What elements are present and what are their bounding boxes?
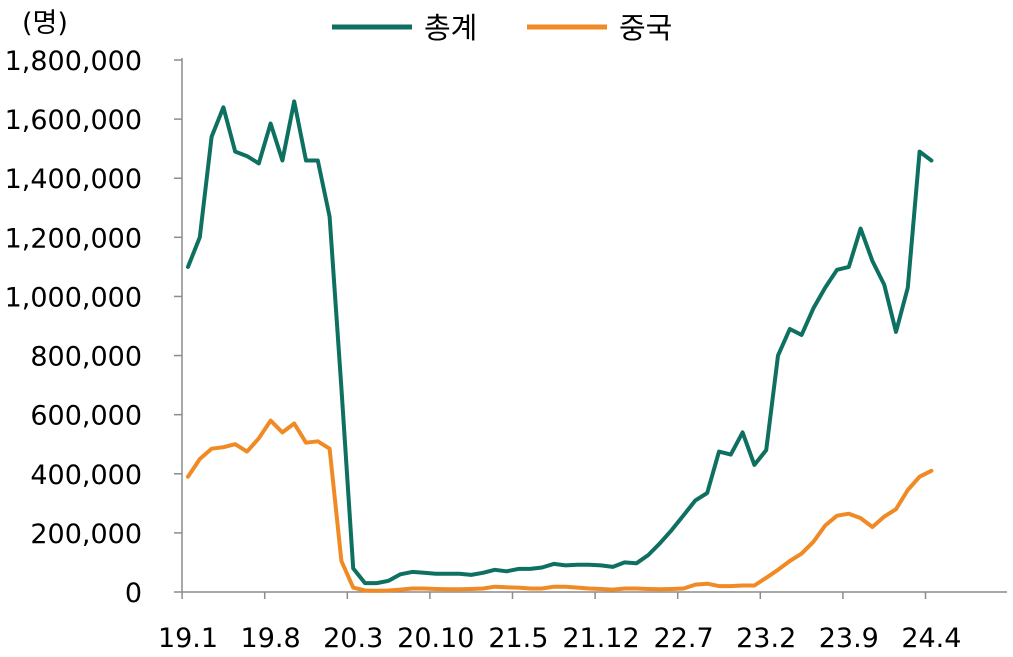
legend-label-total: 총계 bbox=[424, 11, 477, 45]
series-layer bbox=[186, 99, 934, 593]
y-tick-label: 600,000 bbox=[30, 401, 142, 432]
y-tick-label: 1,600,000 bbox=[5, 105, 142, 136]
series-line-total bbox=[186, 99, 934, 586]
y-tick-label: 1,000,000 bbox=[5, 282, 142, 313]
x-tick-label: 19.8 bbox=[241, 623, 301, 654]
y-tick-label: 1,200,000 bbox=[5, 223, 142, 254]
axes bbox=[181, 58, 1007, 593]
y-tick-label: 200,000 bbox=[30, 519, 142, 550]
x-tick-label: 23.2 bbox=[736, 623, 796, 654]
x-tick-label: 20.10 bbox=[397, 623, 474, 654]
x-tick-label: 19.1 bbox=[158, 623, 218, 654]
x-tick-label: 21.5 bbox=[488, 623, 548, 654]
y-axis-ticks: 0 200,000 400,000 600,000 800,000 1,000,000 1,… bbox=[5, 46, 182, 609]
y-tick-label: 1,400,000 bbox=[5, 164, 142, 195]
y-tick-label: 800,000 bbox=[30, 342, 142, 373]
legend-label-china: 중국 bbox=[619, 11, 672, 45]
series-line-china bbox=[186, 418, 934, 593]
x-tick-label: 23.9 bbox=[819, 623, 879, 654]
y-tick-label: 400,000 bbox=[30, 460, 142, 491]
x-tick-label: 21.12 bbox=[562, 623, 639, 654]
y-tick-label: 0 bbox=[125, 578, 142, 609]
legend: 총계 중국 bbox=[332, 11, 672, 45]
y-tick-label: 1,800,000 bbox=[5, 46, 142, 77]
y-axis-unit-label: (명) bbox=[22, 8, 68, 39]
x-tick-label: 24.4 bbox=[901, 623, 961, 654]
x-tick-label: 20.3 bbox=[323, 623, 383, 654]
x-axis-ticks: 19.1 19.8 20.3 20.10 21.5 21.12 22.7 23.2 23.9 24… bbox=[158, 592, 961, 654]
x-tick-label: 22.7 bbox=[654, 623, 714, 654]
